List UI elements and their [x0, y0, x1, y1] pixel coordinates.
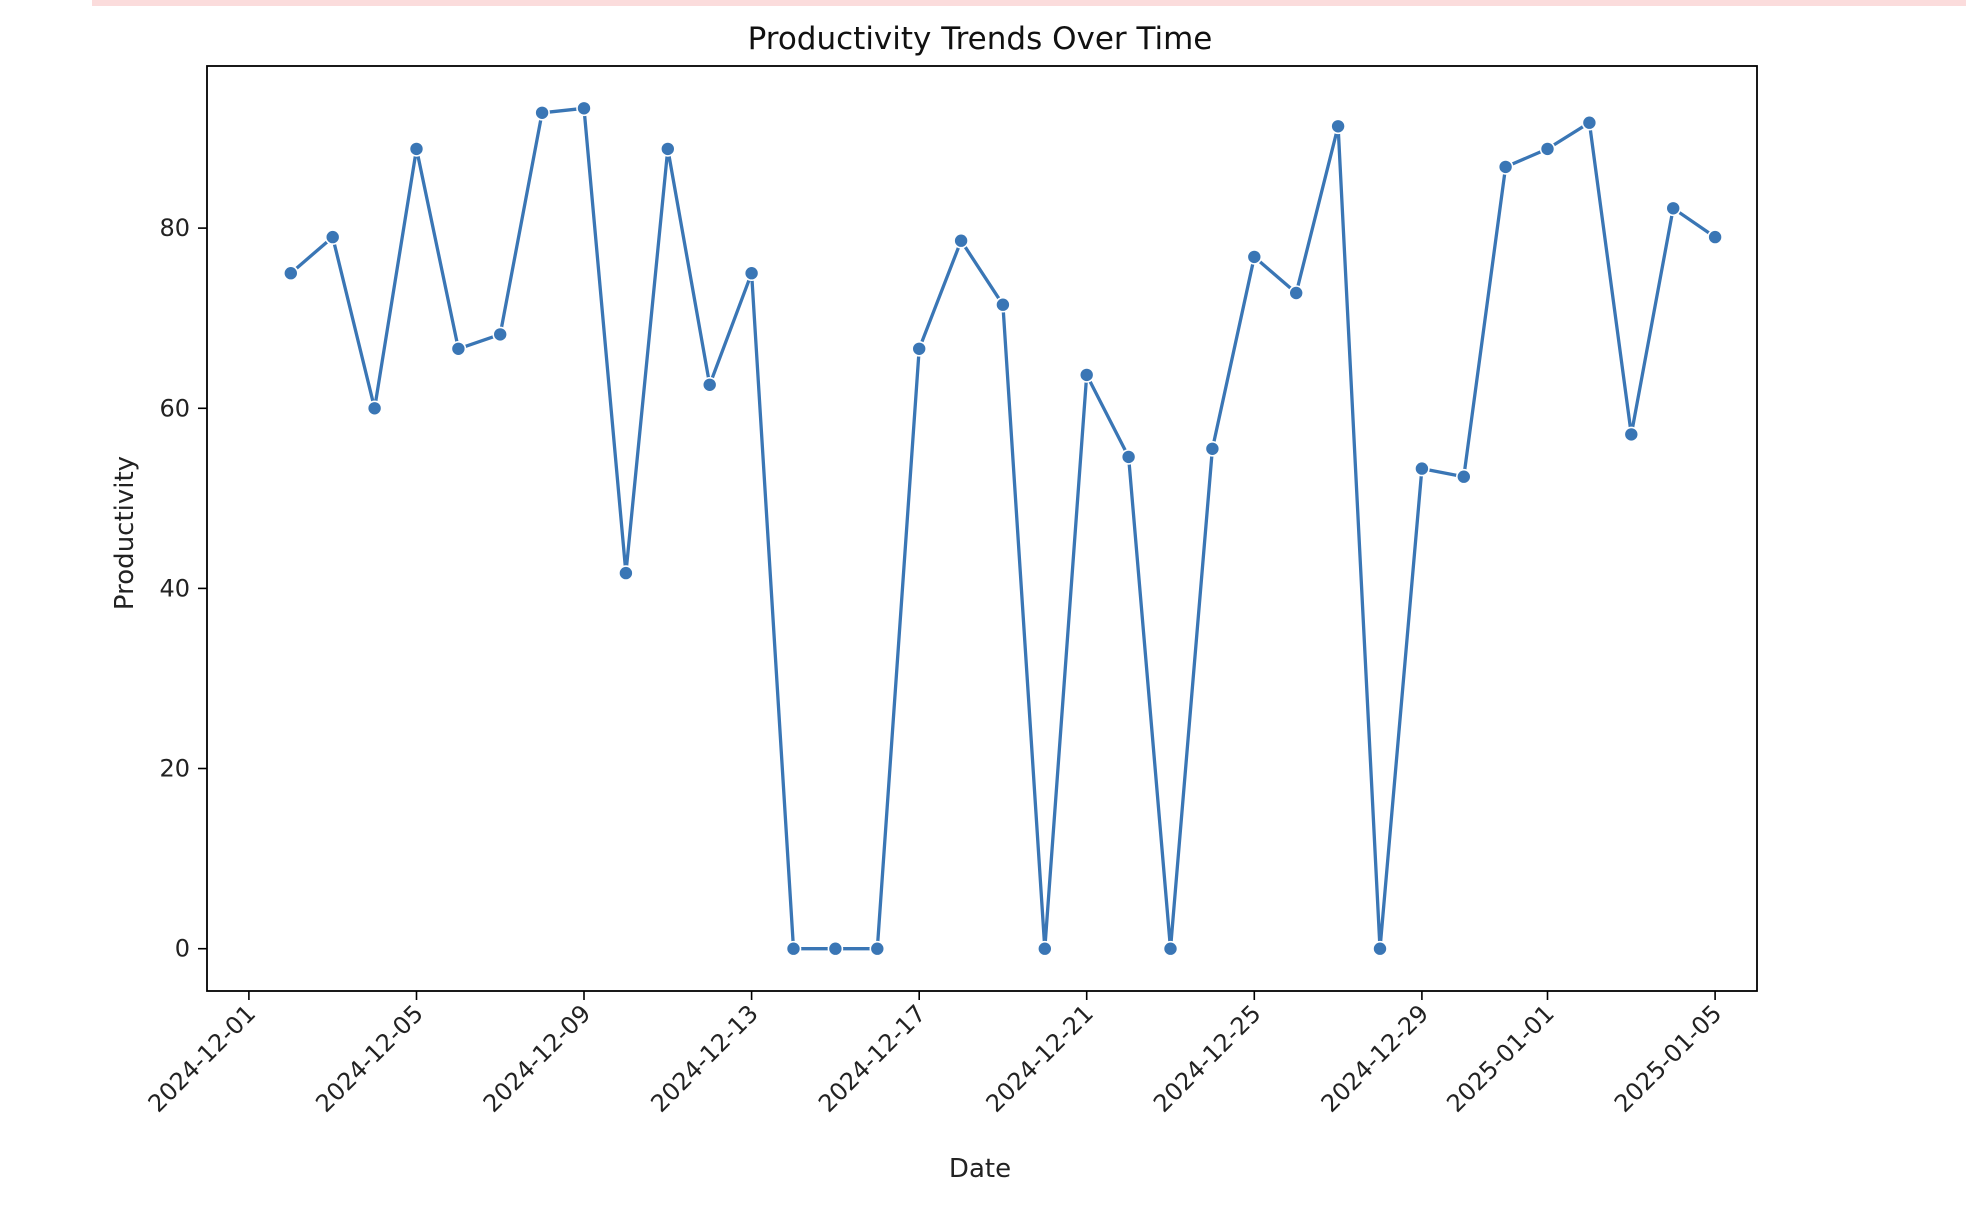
y-axis-title: Productivity [110, 456, 140, 610]
data-point [1372, 940, 1388, 957]
x-tick-label: 2024-12-09 [478, 999, 596, 1117]
x-tick-label: 2024-12-21 [981, 999, 1099, 1117]
data-point [1204, 440, 1221, 457]
axes: 2024-12-01 2024-12-05 2024-12-09 2024-12-13… [143, 214, 1728, 1118]
data-point [869, 940, 886, 957]
data-point [1539, 141, 1556, 157]
data-point [1162, 940, 1179, 957]
x-tick-label: 2025-01-01 [1441, 999, 1559, 1117]
data-point [366, 400, 383, 417]
data-point [1037, 940, 1053, 957]
x-tick-label: 2024-12-25 [1148, 999, 1266, 1117]
data-point [1456, 468, 1472, 485]
chart-title: Productivity Trends Over Time [748, 21, 1213, 57]
data-point [1623, 426, 1640, 443]
data-point [618, 565, 634, 581]
data-point [743, 265, 760, 282]
series-line [289, 106, 1717, 951]
y-tick-label: 0 [175, 935, 190, 963]
data-point [492, 326, 509, 343]
data-point [282, 265, 299, 282]
y-tick-label: 60 [159, 394, 190, 422]
x-tick-label: 2024-12-29 [1316, 999, 1434, 1117]
x-tick-label: 2024-12-05 [310, 999, 428, 1117]
x-tick-label: 2025-01-05 [1609, 999, 1727, 1117]
data-point [785, 940, 802, 957]
data-point [701, 376, 718, 393]
data-point [1581, 114, 1598, 131]
data-point [953, 232, 969, 249]
data-point [534, 105, 550, 121]
top-strip [92, 0, 1966, 6]
data-point [576, 100, 592, 117]
data-point [1246, 249, 1263, 265]
data-point [1120, 449, 1137, 465]
data-point [827, 940, 844, 957]
data-point [1707, 229, 1723, 245]
x-tick-label: 2024-12-17 [813, 999, 931, 1117]
data-point [1497, 159, 1514, 175]
y-tick-label: 80 [159, 214, 190, 242]
data-point [995, 296, 1011, 313]
data-point [1288, 285, 1304, 301]
y-tick-label: 40 [159, 574, 190, 602]
x-tick-label: 2024-12-13 [645, 999, 763, 1117]
data-point [1414, 460, 1430, 477]
data-point [1078, 367, 1095, 383]
plot-area [282, 100, 1723, 957]
data-point [1665, 200, 1681, 217]
data-point [911, 340, 928, 357]
data-point [450, 340, 467, 357]
data-point [324, 229, 341, 245]
data-point [659, 141, 676, 157]
x-tick-label: 2024-12-01 [143, 999, 261, 1117]
data-point [1330, 118, 1346, 135]
y-tick-label: 20 [159, 755, 190, 783]
x-axis-title: Date [949, 1154, 1011, 1184]
data-point [408, 141, 425, 157]
plot-frame [206, 65, 1758, 992]
